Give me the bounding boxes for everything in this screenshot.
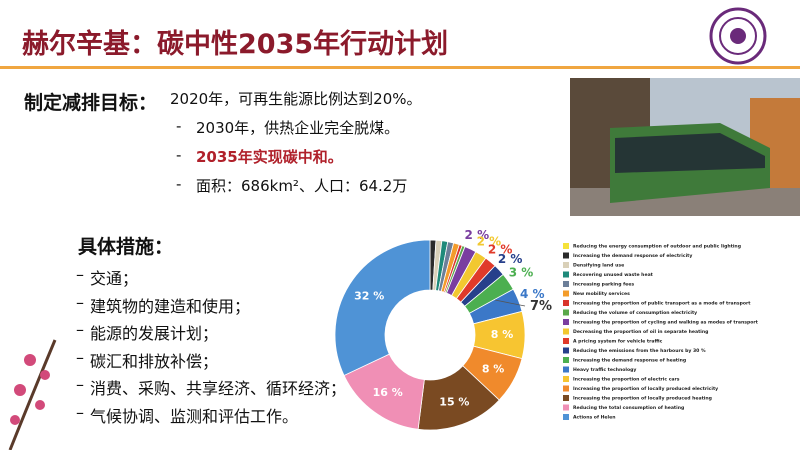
data-label: 2 % [477,235,502,249]
measure-item: 碳汇和排放补偿； [90,351,219,371]
legend-swatch [563,271,569,278]
data-label: 15 % [439,396,469,409]
measure-item: 建筑物的建造和使用； [90,296,251,316]
data-label: 16 % [373,386,403,399]
measures-label: 具体措施： [78,236,174,258]
bullet: – [76,292,84,312]
legend-label: Increasing the proportion of locally pro… [573,396,712,402]
donut-slice [334,239,431,376]
legend-label: Recovering unused waste heat [573,272,654,278]
flower-decoration [8,339,57,450]
legend-swatch [563,262,569,268]
legend-swatch [563,309,569,316]
data-label: 4 % [520,287,545,301]
legend-swatch [563,319,569,325]
legend-label: Heavy traffic technology [573,367,636,373]
legend-label: Reducing the energy consumption of outdo… [573,244,741,250]
targets-label: 制定减排目标： [24,92,158,114]
group-label: 7% [530,299,552,314]
legend-swatch [563,338,569,344]
legend-label: Increasing the proportion of cycling and… [573,320,759,326]
data-label: 2 % [498,252,523,266]
target-item: 2020年，可再生能源比例达到20%。 [170,90,422,108]
data-label: 2 % [488,243,513,257]
slide-title: 赫尔辛基：碳中性2035年行动计划 [22,29,449,60]
legend-label: Increasing the proportion of public tran… [573,301,751,307]
bullet: – [76,265,84,284]
bullet: – [76,402,84,422]
measure-item: 交通； [90,269,139,288]
legend-label: Increasing the demand response of heatin… [573,358,686,364]
legend-label: Reducing the total consumption of heatin… [573,405,684,411]
legend-swatch [563,281,569,287]
bullet: – [76,320,84,339]
logo [709,7,767,65]
title-rule [0,66,800,69]
target-item: 2035年实现碳中和。 [196,148,343,166]
target-item: 面积：686km²、人口：64.2万 [196,177,408,195]
legend-swatch [563,347,569,354]
bullet: – [76,375,84,394]
legend-label: Reducing the emissions from the harbours… [573,348,706,354]
legend-swatch [563,243,569,249]
legend-swatch [563,385,569,392]
legend-label: New mobility services [573,291,630,297]
legend-swatch [563,252,569,259]
legend-swatch [563,300,569,306]
data-label: 8 % [482,363,505,376]
legend-label: Decreasing the proportion of oil in sepa… [573,329,708,335]
data-label: 8 % [491,328,514,341]
legend-label: Increasing parking fees [573,282,634,288]
legend-label: Actions of Helen [573,415,615,421]
bullet: - [176,146,182,164]
legend-swatch [563,395,569,401]
data-label: 3 % [509,266,534,280]
legend-label: Increasing the demand response of electr… [573,253,692,259]
data-label: 2 % [465,230,490,242]
bullet: – [76,347,84,367]
measure-item: 消费、采购、共享经济、循环经济； [90,379,347,398]
bullet: - [176,117,182,135]
legend-label: Increasing the proportion of locally pro… [573,386,718,392]
legend-swatch [563,414,569,420]
bullet: - [176,175,182,193]
donut-chart: 0 %2 %2 %2 %2 %3 %4 %8 %8 %15 %16 %32 %7… [334,230,759,431]
measure-item: 能源的发展计划； [90,324,219,343]
legend-swatch [563,328,569,335]
measure-item: 气候协调、监测和评估工作。 [90,406,299,426]
tram-photo [570,78,800,216]
group-leader [494,299,526,307]
legend-swatch [563,376,569,382]
legend-label: A pricing system for vehicle traffic [573,339,663,345]
legend-swatch [563,357,569,363]
data-label: 0 % [418,230,443,232]
legend-swatch [563,366,569,373]
legend-swatch [563,290,569,297]
legend-label: Densifying land use [573,263,624,269]
legend-swatch [563,404,569,411]
legend-label: Reducing the volume of consumption elect… [573,310,697,316]
target-item: 2030年，供热企业完全脱煤。 [196,119,400,137]
data-label: 32 % [354,289,384,302]
legend-label: Increasing the proportion of electric ca… [573,377,680,383]
